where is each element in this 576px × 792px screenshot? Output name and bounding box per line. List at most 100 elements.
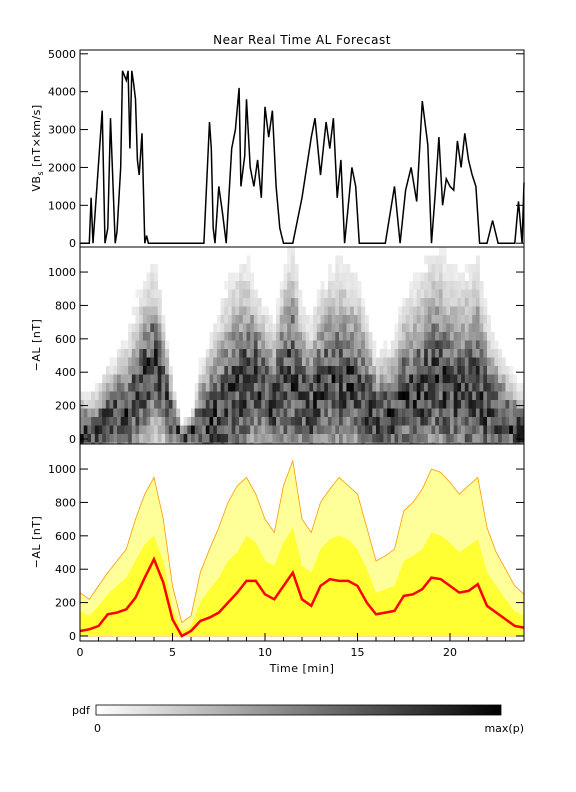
heatmap-cell (468, 264, 473, 273)
heatmap-cell (224, 332, 229, 341)
heatmap-cell (294, 442, 299, 444)
heatmap-cell (475, 323, 480, 333)
heatmap-cell (150, 400, 155, 409)
heatmap-cell (128, 442, 133, 444)
heatmap-cell (339, 255, 343, 265)
heatmap-cell (231, 349, 236, 358)
heatmap-cell (102, 408, 107, 418)
heatmap-cell (464, 442, 469, 444)
heatmap-cell (150, 306, 155, 316)
heatmap-cell (150, 323, 155, 333)
heatmap-cell (313, 408, 318, 418)
heatmap-cell (464, 400, 469, 409)
heatmap-cell (361, 391, 366, 401)
heatmap-cell (446, 425, 451, 435)
heatmap-cell (409, 281, 414, 290)
heatmap-cell (102, 374, 107, 384)
heatmap-cell (279, 417, 284, 426)
heatmap-cell (327, 272, 332, 282)
heatmap-cell (346, 383, 351, 392)
heatmap-cell (154, 425, 158, 435)
heatmap-cell (472, 408, 477, 418)
heatmap-cell (224, 425, 229, 435)
heatmap-cell (509, 374, 514, 384)
heatmap-cell (509, 417, 514, 426)
heatmap-cell (438, 255, 443, 265)
heatmap-cell (239, 349, 244, 358)
heatmap-cell (209, 391, 214, 401)
heatmap-cell (324, 417, 329, 426)
heatmap-cell (483, 442, 488, 444)
heatmap-cell (242, 340, 247, 350)
heatmap-cell (364, 391, 369, 401)
heatmap-cell (157, 315, 162, 324)
heatmap-cell (150, 366, 155, 375)
heatmap-cell (409, 366, 414, 375)
heatmap-cell (472, 264, 477, 273)
heatmap-cell (450, 264, 454, 273)
heatmap-cell (490, 391, 495, 401)
heatmap-cell (298, 357, 303, 367)
heatmap-cell (339, 315, 343, 324)
heatmap-cell (135, 434, 140, 443)
heatmap-cell (405, 340, 410, 350)
heatmap-cell (475, 315, 480, 324)
heatmap-cell (446, 281, 451, 290)
heatmap-cell (198, 374, 203, 384)
heatmap-cell (346, 340, 351, 350)
heatmap-cell (283, 264, 288, 273)
heatmap-cell (490, 366, 495, 375)
heatmap-cell (316, 349, 321, 358)
heatmap-cell (453, 332, 458, 341)
heatmap-cell (420, 434, 425, 443)
heatmap-cell (346, 323, 351, 333)
heatmap-cell (176, 434, 181, 443)
heatmap-cell (431, 391, 436, 401)
heatmap-cell (142, 298, 147, 307)
heatmap-cell (302, 306, 306, 316)
heatmap-cell (487, 366, 491, 375)
heatmap-cell (335, 340, 340, 350)
heatmap-cell (464, 264, 469, 273)
heatmap-cell (520, 442, 524, 444)
heatmap-cell (313, 340, 318, 350)
heatmap-cell (261, 374, 266, 384)
heatmap-cell (490, 332, 495, 341)
heatmap-cell (253, 323, 258, 333)
heatmap-cell (287, 306, 292, 316)
heatmap-cell (346, 298, 351, 307)
heatmap-cell (364, 400, 369, 409)
heatmap-cell (268, 400, 273, 409)
heatmap-cell (309, 442, 314, 444)
heatmap-cell (327, 332, 332, 341)
heatmap-cell (246, 349, 251, 358)
heatmap-cell (324, 298, 329, 307)
heatmap-cell (461, 366, 466, 375)
heatmap-cell (383, 349, 388, 358)
heatmap-cell (457, 374, 462, 384)
heatmap-cell (346, 391, 351, 401)
heatmap-cell (102, 425, 107, 435)
heatmap-cell (250, 400, 255, 409)
heatmap-cell (287, 417, 292, 426)
heatmap-cell (165, 349, 170, 358)
heatmap-cell (464, 323, 469, 333)
heatmap-cell (279, 400, 284, 409)
heatmap-cell (209, 425, 214, 435)
heatmap-cell (261, 306, 266, 316)
heatmap-cell (257, 357, 262, 367)
heatmap-cell (290, 383, 295, 392)
heatmap-cell (390, 425, 395, 435)
y-tick-label: 1000 (48, 266, 76, 279)
heatmap-cell (105, 374, 110, 384)
heatmap-cell (461, 298, 466, 307)
heatmap-cell (202, 391, 207, 401)
heatmap-cell (213, 425, 218, 435)
heatmap-cell (438, 323, 443, 333)
heatmap-cell (353, 289, 358, 299)
heatmap-cell (228, 408, 232, 418)
heatmap-cell (146, 417, 151, 426)
heatmap-cell (305, 315, 310, 324)
heatmap-cell (294, 298, 299, 307)
heatmap-cell (276, 442, 281, 444)
